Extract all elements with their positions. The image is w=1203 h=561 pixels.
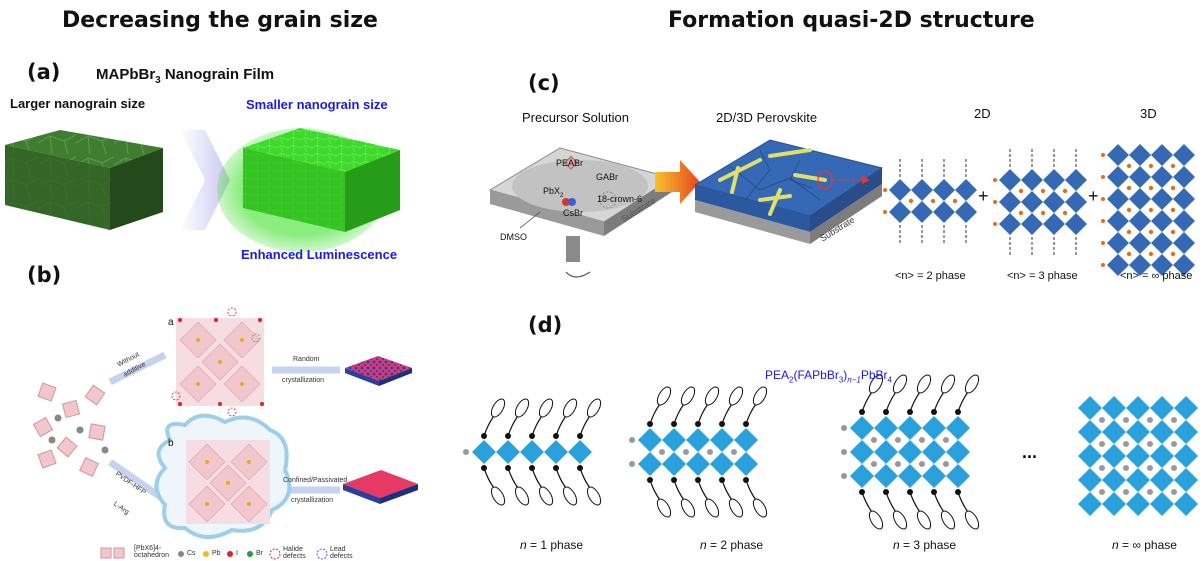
structure-n2 [629, 386, 768, 518]
sublabel-b: b [168, 438, 174, 449]
legend-cs: Cs [187, 550, 196, 557]
structure-ninf [1078, 396, 1198, 516]
crown-label: 18-crown-6 [597, 194, 643, 204]
2d-label: 2D [974, 106, 991, 121]
sublabel-a: a [168, 317, 174, 328]
legend-br: Br [256, 550, 263, 557]
phase-1-label: n = 1 phase [520, 538, 584, 552]
heading-left: Decreasing the grain size [62, 8, 378, 33]
panel-d-label: (d) [528, 313, 563, 337]
panel-b-label: (b) [27, 263, 62, 287]
confined-label: Confined/Passivated [283, 477, 348, 484]
pbx-label: PbX2 [543, 186, 564, 199]
structure-3d [1101, 144, 1195, 276]
legend-i: I [236, 550, 238, 557]
lattice-with-additive [154, 413, 292, 539]
random-film [345, 356, 412, 386]
orange-arrow [655, 160, 700, 204]
phase-n3-label: <n> = 3 phase [1007, 270, 1078, 282]
random-label: Random [293, 356, 320, 363]
crystallization-label-1: crystallization [282, 377, 325, 384]
phase-inf-label: n = ∞ phase [1112, 538, 1177, 552]
precursor-solution-label: Precursor Solution [522, 110, 629, 125]
panel-a-label: (a) [27, 60, 61, 84]
larger-grain-film [5, 130, 163, 230]
plus-sign-2: + [1088, 186, 1099, 206]
dmso-label: DMSO [500, 232, 527, 242]
precursor-octahedra [32, 382, 109, 477]
phase-n2-label: <n> = 2 phase [895, 270, 966, 282]
phase-3-label: n = 3 phase [893, 538, 957, 552]
structure-n1 [463, 398, 602, 506]
panel-c-label: (c) [528, 71, 560, 95]
phase-2-label: n = 2 phase [700, 538, 764, 552]
crystallization-label-2: crystallization [291, 497, 334, 504]
precursor-substrate [488, 147, 674, 278]
csbr-label: CsBr [563, 208, 583, 218]
larger-grain-caption: Larger nanograin size [10, 96, 146, 111]
heading-right: Formation quasi-2D structure [668, 8, 1035, 33]
legend-halide: Halide defects [283, 546, 306, 560]
legend-symbols-b [100, 547, 328, 560]
formula: PEA2(FAPbBr3)n−1PbBr4 [765, 368, 892, 385]
structure-n3 [841, 374, 980, 530]
passivated-film [343, 470, 418, 504]
3d-label: 3D [1140, 106, 1157, 121]
legend-pb: Pb [212, 550, 221, 557]
perovskite-substrate [693, 139, 884, 244]
lattice-without-additive [171, 307, 264, 417]
enhanced-luminescence-caption: Enhanced Luminescence [241, 247, 398, 262]
gabr-label: GABr [596, 172, 619, 182]
legend-octahedron: [PbX6]4- octahedron [134, 545, 170, 559]
structure-2d-n2 [883, 157, 977, 245]
legend-lead: Lead defects [330, 546, 353, 560]
peabr-label: PEABr [556, 158, 584, 168]
ellipsis: ... [1022, 442, 1038, 462]
structure-2d-n3 [993, 147, 1087, 257]
panel-a-title: MAPbBr3 Nanograin Film [96, 66, 275, 86]
phase-ninf-label: <n> = ∞ phase [1120, 270, 1193, 282]
smaller-grain-film [217, 128, 400, 252]
transition-arrow [180, 130, 230, 230]
perovskite-label: 2D/3D Perovskite [716, 110, 818, 125]
plus-sign-1: + [978, 186, 989, 206]
smaller-grain-caption: Smaller nanograin size [246, 97, 388, 112]
